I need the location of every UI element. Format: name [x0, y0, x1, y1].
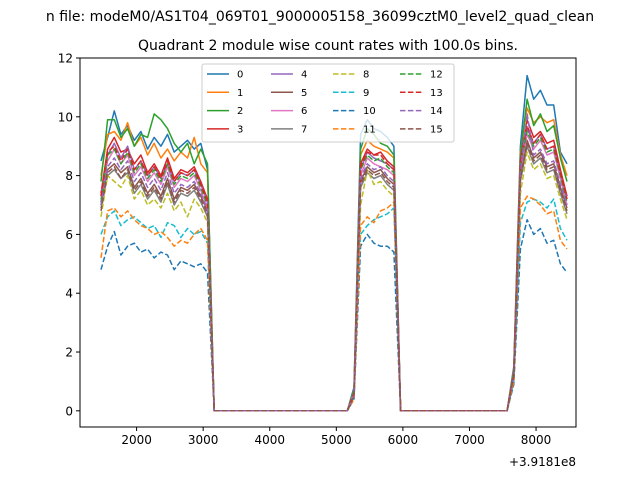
- legend-label-7: 7: [301, 124, 307, 135]
- legend-label-13: 13: [430, 88, 443, 99]
- x-tick-label: 5000: [321, 433, 352, 447]
- plot-title: Quadrant 2 module wise count rates with …: [138, 38, 518, 54]
- legend-label-2: 2: [237, 106, 243, 117]
- series-line-11: [100, 195, 568, 412]
- legend-label-6: 6: [301, 106, 307, 117]
- legend-label-4: 4: [301, 70, 307, 81]
- y-tick-label: 8: [65, 169, 73, 183]
- series-line-10: [100, 218, 568, 412]
- series-line-15: [100, 142, 568, 412]
- legend-label-0: 0: [237, 70, 243, 81]
- x-axis-offset-label: +3.9181e8: [509, 455, 576, 469]
- x-axis: 2000 3000 4000 5000 6000 7000 8000: [121, 427, 551, 447]
- legend-label-14: 14: [430, 106, 443, 117]
- x-tick-label: 2000: [121, 433, 152, 447]
- series-line-9: [100, 198, 568, 412]
- legend-label-10: 10: [363, 106, 376, 117]
- legend-label-9: 9: [363, 88, 369, 99]
- legend-label-5: 5: [301, 88, 307, 99]
- y-tick-label: 10: [58, 110, 73, 124]
- y-tick-label: 2: [65, 346, 73, 360]
- x-tick-label: 4000: [254, 433, 285, 447]
- x-tick-label: 6000: [388, 433, 419, 447]
- x-tick-label: 8000: [521, 433, 552, 447]
- x-tick-label: 3000: [188, 433, 219, 447]
- series-line-3: [100, 118, 568, 412]
- legend-label-15: 15: [430, 124, 443, 135]
- series-line-1: [100, 107, 568, 412]
- y-tick-label: 4: [65, 287, 73, 301]
- legend-label-1: 1: [237, 88, 243, 99]
- figure-suptitle: n file: modeM0/AS1T04_069T01_9000005158_…: [46, 9, 594, 25]
- y-axis: 0 2 4 6 8 10 12: [58, 52, 80, 418]
- x-tick-label: 7000: [454, 433, 485, 447]
- y-tick-label: 6: [65, 228, 73, 242]
- legend-label-8: 8: [363, 70, 369, 81]
- series-line-14: [100, 113, 568, 412]
- legend-box: [201, 63, 455, 143]
- legend-label-12: 12: [430, 70, 443, 81]
- series-line-7: [100, 145, 568, 412]
- series-line-2: [100, 98, 568, 412]
- y-tick-label: 12: [58, 52, 73, 66]
- plot-frame: [79, 57, 577, 428]
- legend-label-3: 3: [237, 124, 243, 135]
- legend-label-11: 11: [363, 124, 376, 135]
- y-tick-label: 0: [65, 404, 73, 418]
- series-lines: [100, 74, 568, 412]
